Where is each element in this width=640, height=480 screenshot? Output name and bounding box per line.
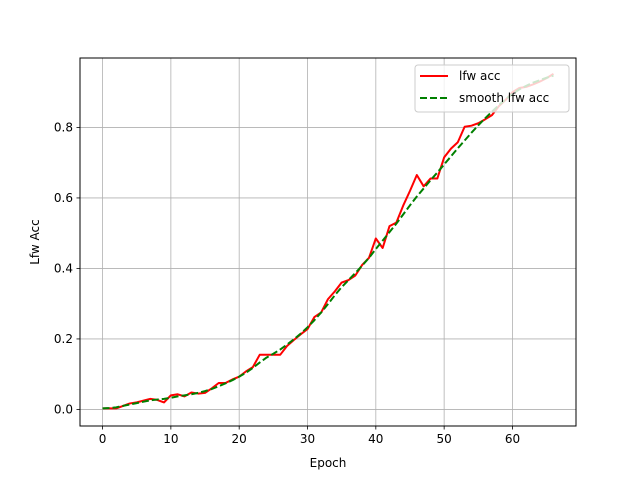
legend-box bbox=[414, 64, 570, 113]
series-group bbox=[102, 73, 554, 410]
legend: lfw acc smooth lfw acc bbox=[414, 64, 570, 113]
legend-label-smooth-lfw-acc: smooth lfw acc bbox=[459, 91, 549, 105]
y-tick-label: 0.8 bbox=[54, 120, 73, 134]
x-tick-label: 40 bbox=[368, 432, 383, 446]
series-line-smooth-lfw-acc bbox=[102, 74, 554, 410]
y-tick-label: 0.0 bbox=[54, 402, 73, 416]
ticks: 0 10 20 30 40 50 60 0.0 0.2 0.4 0.6 0.8 bbox=[54, 120, 520, 446]
y-axis-label: Lfw Acc bbox=[28, 219, 42, 265]
x-tick-label: 0 bbox=[99, 432, 107, 446]
x-tick-label: 10 bbox=[163, 432, 178, 446]
x-tick-label: 20 bbox=[232, 432, 247, 446]
y-tick-label: 0.6 bbox=[54, 191, 73, 205]
x-tick-label: 50 bbox=[437, 432, 452, 446]
x-tick-label: 30 bbox=[300, 432, 315, 446]
grid bbox=[80, 58, 576, 426]
legend-label-lfw-acc: lfw acc bbox=[459, 69, 501, 83]
plot-frame bbox=[79, 57, 577, 427]
series-line-lfw-acc bbox=[102, 73, 554, 410]
y-tick-label: 0.2 bbox=[54, 332, 73, 346]
x-tick-label: 60 bbox=[505, 432, 520, 446]
y-tick-label: 0.4 bbox=[54, 261, 73, 275]
x-axis-label: Epoch bbox=[310, 456, 347, 470]
